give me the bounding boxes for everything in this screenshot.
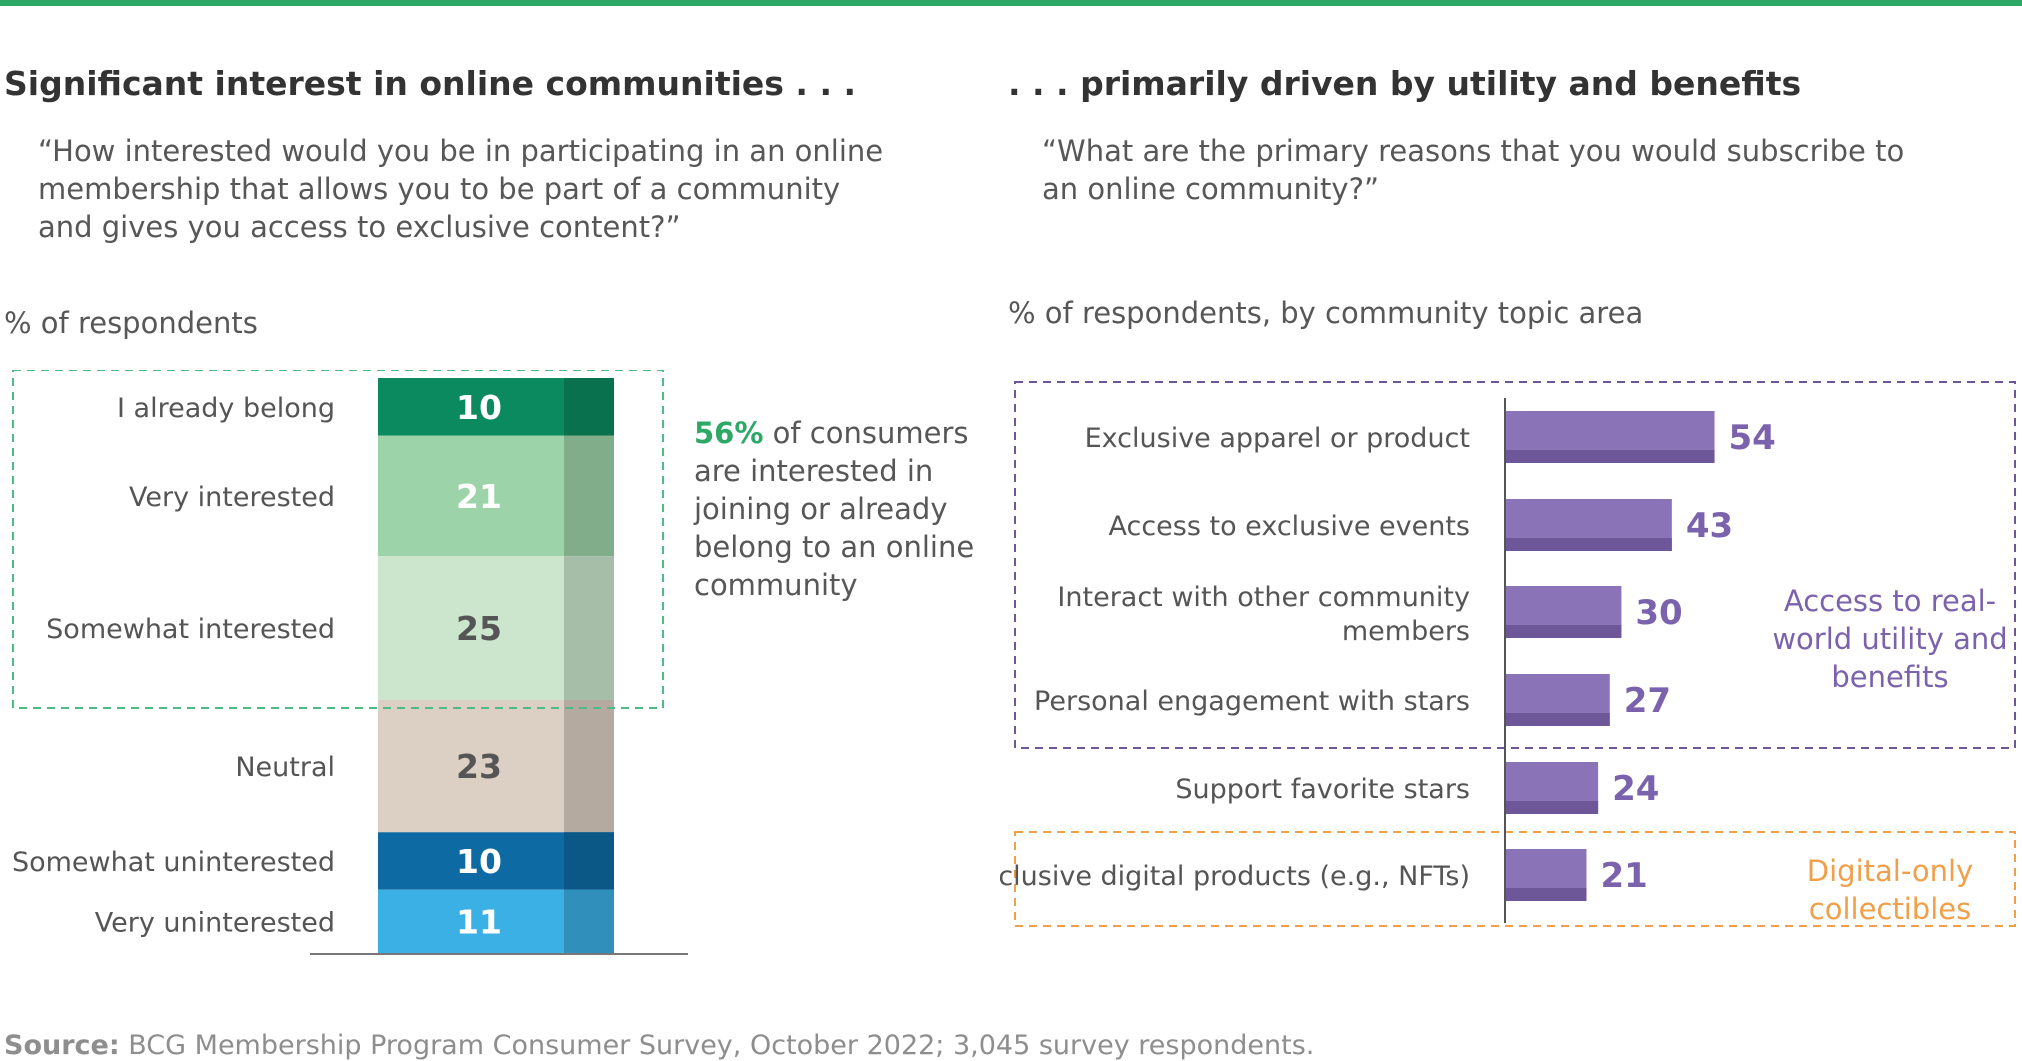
stack-value-label: 10 bbox=[456, 388, 502, 427]
hbar-value-label: 27 bbox=[1624, 681, 1671, 721]
stack-category-label: Very interested bbox=[129, 482, 335, 513]
hbar-side-exclusive-digital-products-e-g-nfts bbox=[1505, 888, 1587, 901]
left-heading: Significant interest in online communiti… bbox=[4, 64, 857, 103]
hbar-side-exclusive-apparel-or-product bbox=[1505, 450, 1715, 463]
hbar-value-label: 54 bbox=[1729, 418, 1776, 458]
left-question: “How interested would you be in particip… bbox=[38, 134, 884, 244]
stack-value-label: 25 bbox=[456, 609, 502, 648]
right-heading: . . . primarily driven by utility and be… bbox=[1008, 64, 1802, 103]
hbar-category-label: Interact with other community members bbox=[1057, 582, 1470, 647]
hbar-side-interact-with-other-community-members bbox=[1505, 625, 1622, 638]
right-unit-label: % of respondents, by community topic are… bbox=[1008, 296, 1644, 330]
source-label: Source: bbox=[4, 1030, 120, 1061]
right-question: “What are the primary reasons that you w… bbox=[1042, 134, 1905, 206]
stack-segment-side-very-interested bbox=[564, 435, 614, 557]
stack-category-label: Very uninterested bbox=[95, 907, 335, 938]
source-note: Source: BCG Membership Program Consumer … bbox=[4, 1030, 1314, 1061]
hbar-category-label: Exclusive digital products (e.g., NFTs) bbox=[1000, 861, 1470, 892]
hbar-category-label: Personal engagement with stars bbox=[1034, 686, 1470, 717]
hbar-side-personal-engagement-with-stars bbox=[1505, 713, 1610, 726]
group-note-digital: Digital-only collectibles bbox=[1806, 854, 1974, 926]
stack-category-label: I already belong bbox=[117, 393, 335, 424]
hbar-value-label: 21 bbox=[1600, 856, 1647, 896]
stacked-bar-chart: 10 I already belong 21 Very interested 25 Som… bbox=[12, 370, 688, 955]
hbar-value-label: 43 bbox=[1686, 506, 1733, 546]
stack-category-label: Somewhat interested bbox=[46, 614, 335, 645]
stack-segment-side-neutral bbox=[564, 700, 614, 833]
stack-value-label: 21 bbox=[456, 477, 502, 516]
hbar-value-label: 24 bbox=[1612, 769, 1659, 809]
group-box-utility bbox=[1014, 381, 2016, 749]
stack-value-label: 23 bbox=[456, 747, 502, 786]
stack-segment-side-very-uninterested bbox=[564, 889, 614, 953]
stack-category-label: Neutral bbox=[235, 752, 335, 783]
title-accent-line bbox=[0, 0, 2022, 6]
horizontal-bar-chart: 54 Exclusive apparel or product 43 Access t… bbox=[1000, 381, 2016, 927]
hbar-side-access-to-exclusive-events bbox=[1505, 538, 1672, 551]
hbar-category-label: Support favorite stars bbox=[1175, 774, 1470, 805]
source-text: BCG Membership Program Consumer Survey, … bbox=[119, 1030, 1315, 1061]
callout-percent: 56% bbox=[694, 416, 764, 450]
highlight-box-interested bbox=[12, 370, 664, 709]
stack-category-label: Somewhat uninterested bbox=[12, 847, 335, 878]
hbar-category-label: Access to exclusive events bbox=[1108, 511, 1470, 542]
hbar-value-label: 30 bbox=[1635, 593, 1682, 633]
callout-text: of consumers are interested in joining o… bbox=[694, 416, 975, 602]
stack-value-label: 10 bbox=[456, 842, 502, 881]
callout-56: 56% of consumers are interested in joini… bbox=[694, 414, 994, 604]
hbar-side-support-favorite-stars bbox=[1505, 801, 1599, 814]
stack-value-label: 11 bbox=[456, 902, 502, 941]
stack-segment-side-somewhat-interested bbox=[564, 556, 614, 700]
left-unit-label: % of respondents bbox=[4, 306, 258, 340]
hbar-category-label: Exclusive apparel or product bbox=[1085, 423, 1470, 454]
group-note-utility: Access to real-world utility and benefit… bbox=[1772, 584, 2008, 694]
stack-segment-side-somewhat-uninterested bbox=[564, 832, 614, 890]
stack-segment-side-i-already-belong bbox=[564, 378, 614, 436]
